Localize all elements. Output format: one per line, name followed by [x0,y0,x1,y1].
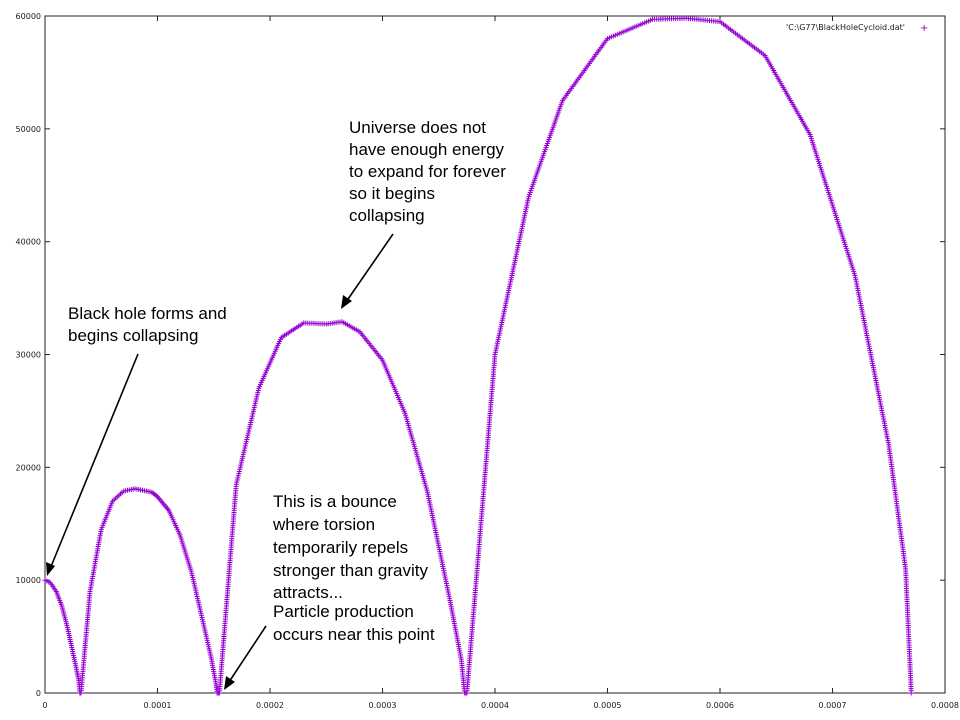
legend-entry-label: 'C:\G77\BlackHoleCycloid.dat' [786,23,905,32]
x-tick-label: 0.0005 [594,701,622,710]
annotation-universe-arrowhead [341,295,352,309]
y-tick-label: 0 [36,689,41,698]
annotation-universe-line-3: to expand for forever [349,162,506,181]
annotations: Universe does not have enough energy to … [46,118,506,690]
data-point [179,534,181,536]
annotation-black-hole-arrow [49,353,139,570]
data-point [210,658,213,660]
data-point [79,692,81,694]
annotation-universe: Universe does not have enough energy to … [341,118,506,309]
data-point [887,443,890,446]
y-tick-label: 30000 [16,351,41,360]
data-point [49,582,52,584]
data-point [341,320,343,323]
data-point [606,37,609,40]
data-point [216,692,218,694]
data-point [257,387,260,390]
y-tick-label: 60000 [16,12,41,21]
annotation-bounce-arrow [228,625,267,683]
data-point [404,412,406,414]
data-point [280,336,283,339]
annotation-bounce-line-3: temporarily repels [273,538,408,557]
x-tick-label: 0.0004 [481,701,509,710]
annotation-universe-line-1: Universe does not [349,118,486,137]
axes: 0 0.0001 0.0002 0.0003 0.0004 0.0005 0.0006 0.0… [16,12,959,710]
annotation-universe-line-4: so it begins [349,184,435,203]
data-point [111,500,114,502]
data-point [66,626,69,629]
data-point [809,133,811,136]
annotation-universe-line-2: have enough energy [349,140,505,159]
data-point [55,590,58,593]
data-point [61,605,63,607]
data-point [44,579,46,581]
annotation-universe-line-5: collapsing [349,206,425,225]
y-tick-label: 10000 [16,576,41,585]
data-point [561,99,564,102]
x-tick-label: 0.0006 [706,701,734,710]
data-point [463,692,466,694]
data-point [190,570,193,572]
data-point [460,658,463,660]
data-point [685,17,688,20]
data-series [42,15,914,696]
data-point [218,692,221,694]
data-point [651,18,654,21]
x-tick-label: 0.0002 [256,701,284,710]
data-point [466,692,468,694]
data-point [134,487,136,490]
y-tick-label: 40000 [16,238,41,247]
y-tick-label: 50000 [16,125,41,134]
data-point [145,490,148,492]
annotation-bounce: This is a bounce where torsion temporari… [224,492,435,690]
annotation-bounce-line-5: attracts... [273,583,343,602]
data-point [80,692,82,694]
data-point [100,528,103,531]
data-point [72,652,74,655]
data-point [910,692,913,694]
annotation-bounce-line-7: occurs near this point [273,625,435,644]
annotation-universe-arrow [345,233,394,303]
x-tick-label: 0.0008 [931,701,959,710]
annotation-bounce-line-1: This is a bounce [273,492,397,511]
data-point [302,322,305,324]
annotation-bounce-line-6: Particle production [273,602,414,621]
data-point [151,491,153,493]
annotation-black-hole-line-1: Black hole forms and [68,304,227,323]
data-point [426,491,429,493]
data-point [325,323,328,325]
legend: 'C:\G77\BlackHoleCycloid.dat' + [786,23,928,34]
x-tick-label: 0.0007 [819,701,847,710]
data-point [75,668,78,671]
annotation-bounce-line-4: stronger than gravity [273,561,428,580]
data-point [235,483,238,486]
data-point [167,509,170,512]
data-point [904,568,907,570]
data-point [527,195,530,198]
annotation-black-hole-line-2: begins collapsing [68,326,198,345]
data-point [122,490,125,492]
annotation-black-hole: Black hole forms and begins collapsing [46,304,227,576]
data-point [381,359,384,361]
data-point [201,618,204,621]
data-point [494,353,496,356]
data-point [719,20,721,23]
annotation-bounce-line-2: where torsion [272,515,375,534]
data-point [156,495,159,498]
x-tick-label: 0.0003 [369,701,397,710]
x-tick-label: 0.0001 [144,701,172,710]
data-point [449,599,451,602]
y-tick-label: 20000 [16,463,41,472]
data-point [89,590,91,593]
annotation-bounce-arrowhead [224,676,235,690]
data-point [77,679,80,682]
data-point [854,274,856,277]
legend-marker: + [920,23,928,34]
data-point [215,683,217,685]
x-tick-label: 0 [42,701,47,710]
annotation-black-hole-arrowhead [46,562,55,576]
data-point [359,331,361,333]
data-point [764,54,766,57]
